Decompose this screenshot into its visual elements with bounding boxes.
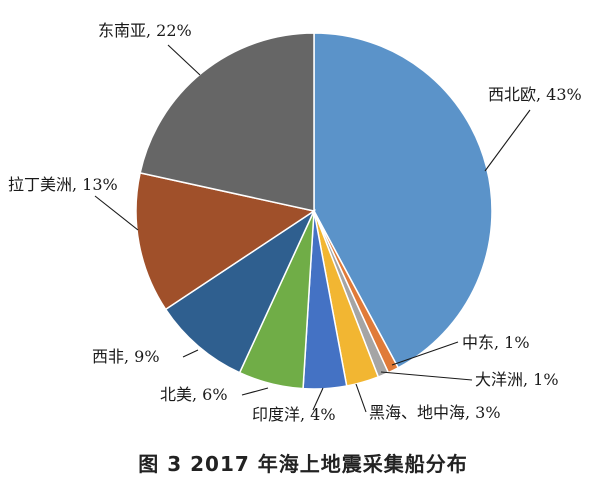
slice-label-8: 拉丁美洲, 13% (8, 175, 118, 194)
slice-label-7: 西非, 9% (92, 347, 160, 366)
slice-label-4: 黑海、地中海, 3% (369, 403, 501, 422)
leader-line-7 (182, 349, 199, 358)
pie-slices (135, 32, 493, 390)
pie-slice-8 (135, 172, 316, 311)
slice-labels: 西北欧, 43% 中东, 1% 大洋洲, 1% 黑海、地中海, 3% 印度洋, 4% 北美… (8, 21, 582, 424)
leader-line-5 (312, 387, 324, 411)
leader-line-9 (167, 44, 201, 76)
leader-line-4 (355, 383, 367, 413)
leader-line-6 (241, 387, 269, 396)
slice-label-1: 西北欧, 43% (488, 85, 582, 104)
figure-caption: 图 3 2017 年海上地震采集船分布 (138, 452, 468, 476)
leader-line-8 (94, 195, 139, 231)
slice-label-6: 北美, 6% (160, 385, 228, 404)
slice-label-9: 东南亚, 22% (98, 21, 192, 40)
slice-label-3: 大洋洲, 1% (475, 370, 559, 389)
pie-slice-1 (313, 32, 493, 369)
leader-line-3 (380, 371, 473, 381)
leader-lines (94, 44, 531, 413)
pie-slice-9 (139, 32, 315, 212)
leader-line-2 (391, 341, 459, 366)
leader-line-1 (484, 109, 531, 172)
slice-label-5: 印度洋, 4% (252, 405, 336, 424)
pie-slice-7 (164, 208, 316, 374)
slice-label-2: 中东, 1% (462, 333, 530, 352)
